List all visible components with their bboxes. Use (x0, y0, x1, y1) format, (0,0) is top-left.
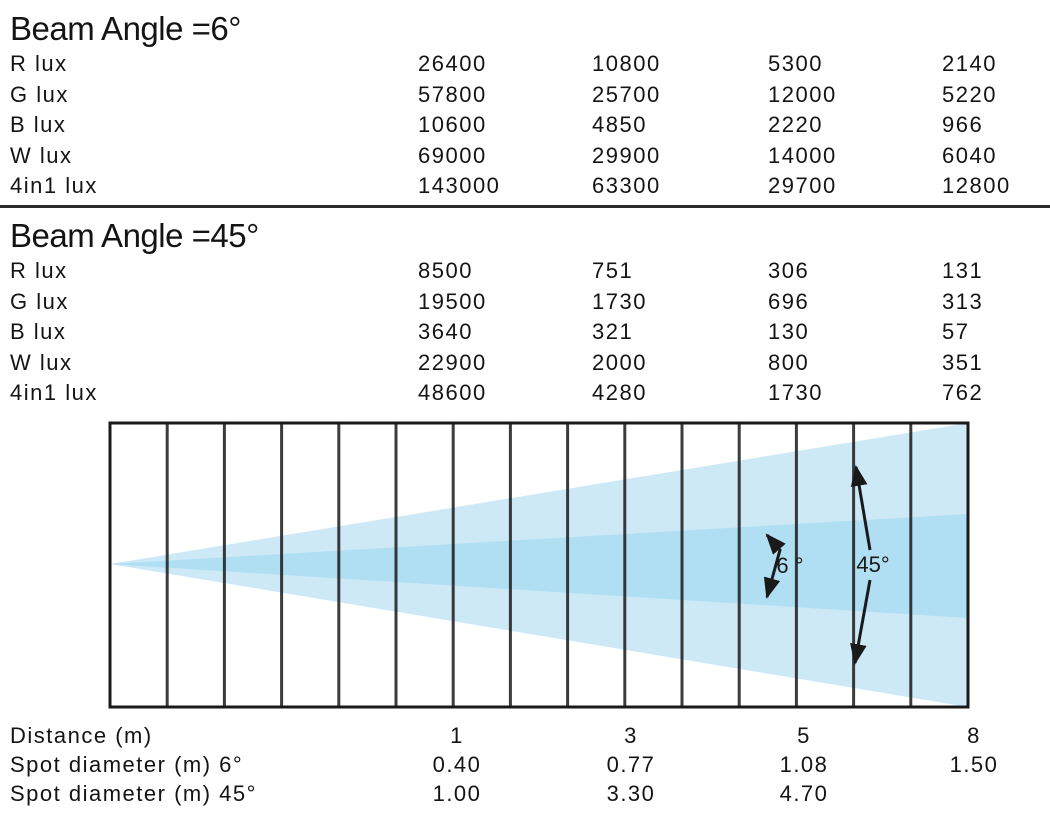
row-label: W lux (10, 143, 73, 168)
value-cell: 12000 (768, 82, 837, 107)
row-label: B lux (10, 319, 67, 344)
section-divider (0, 205, 1050, 208)
table-row-b-lux-6: B lux 10600 4850 2220 966 (0, 110, 1050, 140)
table-row-spot-6: Spot diameter (m) 6° 0.40 0.77 1.08 1.50 (0, 750, 1050, 780)
row-label: G lux (10, 289, 69, 314)
table-row-4in1-lux-6: 4in1 lux 143000 63300 29700 12800 (0, 171, 1050, 201)
value-cell: 14000 (768, 143, 837, 168)
table-row-spot-45: Spot diameter (m) 45° 1.00 3.30 4.70 (0, 779, 1050, 809)
grid-frame (108, 421, 970, 709)
table-row-w-lux-6: W lux 69000 29900 14000 6040 (0, 141, 1050, 171)
table-row-w-lux-45: W lux 22900 2000 800 351 (0, 348, 1050, 378)
value-cell: 26400 (418, 51, 487, 76)
row-label: R lux (10, 258, 68, 283)
value-cell: 1.50 (949, 752, 999, 777)
value-cell: 130 (768, 319, 810, 344)
value-cell: 751 (592, 258, 634, 283)
value-cell: 5220 (942, 82, 997, 107)
table-row-distance: Distance (m) 1 3 5 8 (0, 721, 1050, 751)
beam-angle-diagram: 6 ° 45° (108, 421, 970, 709)
row-label: Spot diameter (m) 6° (10, 752, 244, 777)
beam-45-title: Beam Angle =45° (10, 217, 259, 254)
value-cell: 2140 (942, 51, 997, 76)
value-cell: 5300 (768, 51, 823, 76)
row-label: R lux (10, 51, 68, 76)
value-cell: 57800 (418, 82, 487, 107)
value-cell: 3640 (418, 319, 473, 344)
value-cell: 3.30 (606, 781, 656, 806)
value-cell: 1730 (592, 289, 647, 314)
wide-angle-arrow (855, 467, 870, 663)
value-cell: 5 (797, 723, 811, 748)
table-row-r-lux-45: R lux 8500 751 306 131 (0, 256, 1050, 286)
value-cell: 1.00 (432, 781, 482, 806)
row-label: 4in1 lux (10, 380, 98, 405)
row-label: Spot diameter (m) 45° (10, 781, 257, 806)
value-cell: 313 (942, 289, 984, 314)
value-cell: 3 (624, 723, 638, 748)
value-cell: 6040 (942, 143, 997, 168)
value-cell: 143000 (418, 173, 501, 198)
value-cell: 4.70 (779, 781, 829, 806)
value-cell: 25700 (592, 82, 661, 107)
table-row-b-lux-45: B lux 3640 321 130 57 (0, 317, 1050, 347)
value-cell: 2220 (768, 112, 823, 137)
table-row-g-lux-45: G lux 19500 1730 696 313 (0, 287, 1050, 317)
distance-grid (108, 421, 970, 709)
value-cell: 69000 (418, 143, 487, 168)
value-cell: 321 (592, 319, 634, 344)
table-row-r-lux-6: R lux 26400 10800 5300 2140 (0, 49, 1050, 79)
row-label: G lux (10, 82, 69, 107)
value-cell: 762 (942, 380, 984, 405)
value-cell: 696 (768, 289, 810, 314)
value-cell: 2000 (592, 350, 647, 375)
value-cell: 966 (942, 112, 984, 137)
value-cell: 0.77 (606, 752, 656, 777)
table-row-4in1-lux-45: 4in1 lux 48600 4280 1730 762 (0, 378, 1050, 408)
value-cell: 57 (942, 319, 970, 344)
narrow-angle-label: 6 ° (776, 553, 803, 578)
wide-angle-label: 45° (856, 552, 889, 577)
value-cell: 29900 (592, 143, 661, 168)
value-cell: 4280 (592, 380, 647, 405)
value-cell: 1730 (768, 380, 823, 405)
value-cell: 8500 (418, 258, 473, 283)
value-cell: 1 (450, 723, 464, 748)
value-cell: 800 (768, 350, 810, 375)
value-cell: 12800 (942, 173, 1011, 198)
value-cell: 63300 (592, 173, 661, 198)
value-cell: 22900 (418, 350, 487, 375)
value-cell: 351 (942, 350, 984, 375)
row-label: 4in1 lux (10, 173, 98, 198)
value-cell: 48600 (418, 380, 487, 405)
value-cell: 0.40 (432, 752, 482, 777)
narrow-beam-cone (110, 514, 968, 618)
value-cell: 10800 (592, 51, 661, 76)
value-cell: 29700 (768, 173, 837, 198)
row-label: Distance (m) (10, 723, 153, 748)
value-cell: 8 (967, 723, 981, 748)
value-cell: 4850 (592, 112, 647, 137)
row-label: B lux (10, 112, 67, 137)
value-cell: 19500 (418, 289, 487, 314)
value-cell: 306 (768, 258, 810, 283)
value-cell: 10600 (418, 112, 487, 137)
value-cell: 1.08 (779, 752, 829, 777)
beam-6-title: Beam Angle =6° (10, 10, 241, 47)
value-cell: 131 (942, 258, 984, 283)
narrow-angle-arrow (763, 533, 786, 600)
table-row-g-lux-6: G lux 57800 25700 12000 5220 (0, 80, 1050, 110)
row-label: W lux (10, 350, 73, 375)
